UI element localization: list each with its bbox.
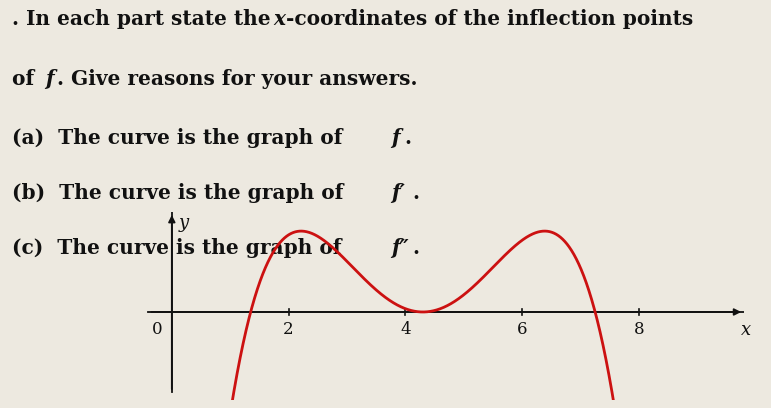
Text: (a)  The curve is the graph of: (a) The curve is the graph of: [12, 128, 349, 148]
Text: 8: 8: [634, 321, 645, 338]
Text: . Give reasons for your answers.: . Give reasons for your answers.: [57, 69, 418, 89]
Text: . In each part state the: . In each part state the: [12, 9, 278, 29]
Text: (c)  The curve is the graph of: (c) The curve is the graph of: [12, 237, 348, 257]
Text: f′: f′: [392, 183, 406, 203]
Text: 0: 0: [152, 321, 163, 338]
Text: f″: f″: [392, 237, 409, 257]
Text: 6: 6: [517, 321, 527, 338]
Text: x: x: [274, 9, 286, 29]
Text: 2: 2: [283, 321, 294, 338]
Text: y: y: [179, 214, 189, 232]
Text: .: .: [412, 237, 419, 257]
Text: of: of: [12, 69, 41, 89]
Text: f: f: [392, 128, 400, 148]
Text: f: f: [45, 69, 53, 89]
Text: .: .: [404, 128, 411, 148]
Text: .: .: [412, 183, 419, 203]
Text: -coordinates of the inflection points: -coordinates of the inflection points: [286, 9, 693, 29]
Text: x: x: [741, 321, 751, 339]
Text: (b)  The curve is the graph of: (b) The curve is the graph of: [12, 183, 350, 203]
Text: 4: 4: [400, 321, 411, 338]
